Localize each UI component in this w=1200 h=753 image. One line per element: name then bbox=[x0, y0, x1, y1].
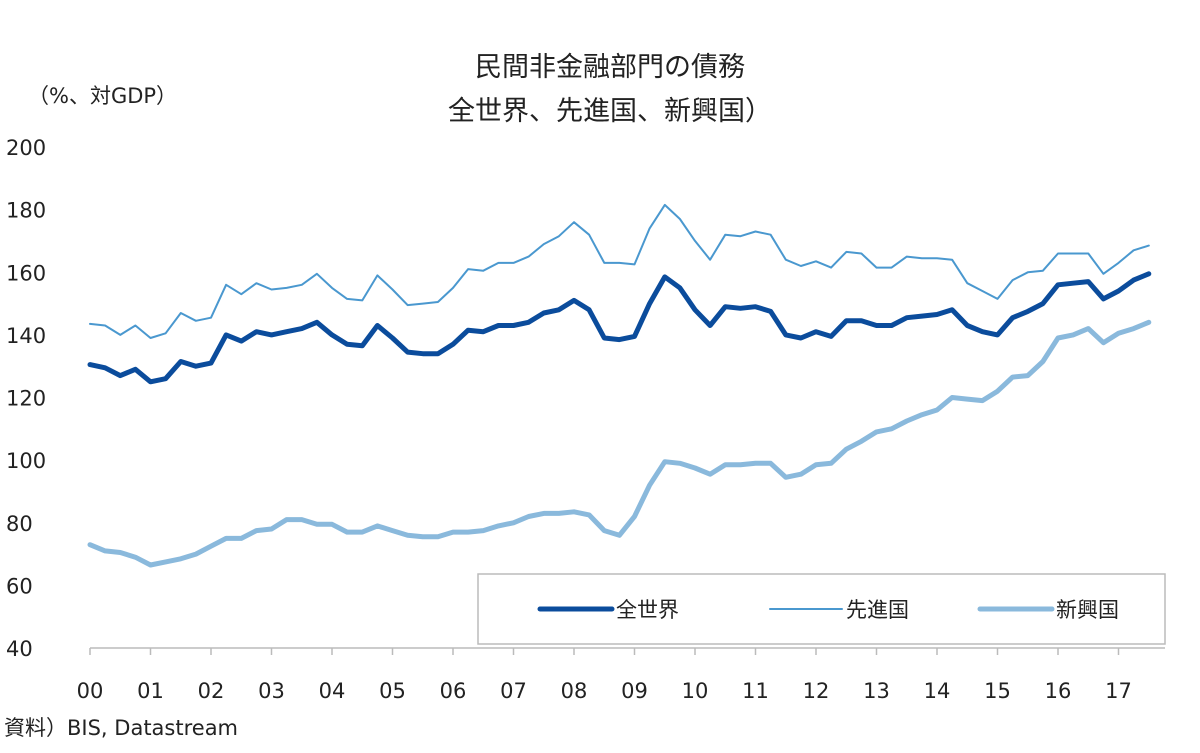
x-tick-label: 03 bbox=[258, 679, 285, 703]
x-tick-label: 01 bbox=[137, 679, 164, 703]
x-tick-label: 17 bbox=[1105, 679, 1132, 703]
x-tick-label: 16 bbox=[1045, 679, 1072, 703]
x-tick-label: 06 bbox=[440, 679, 467, 703]
x-tick-label: 14 bbox=[924, 679, 951, 703]
x-tick-label: 05 bbox=[379, 679, 406, 703]
y-tick-label: 60 bbox=[6, 574, 33, 598]
x-tick-label: 15 bbox=[984, 679, 1011, 703]
series-line bbox=[89, 203, 1150, 339]
y-tick-label: 160 bbox=[6, 261, 46, 285]
y-tick-label: 40 bbox=[6, 637, 33, 661]
y-tick-label: 180 bbox=[6, 199, 46, 223]
chart-subtitle: 全世界、先進国、新興国） bbox=[448, 96, 772, 127]
x-tick-label: 00 bbox=[77, 679, 104, 703]
legend-label: 全世界 bbox=[616, 598, 679, 622]
x-tick-label: 02 bbox=[198, 679, 225, 703]
x-tick-label: 13 bbox=[863, 679, 890, 703]
x-tick-label: 04 bbox=[319, 679, 346, 703]
x-tick-label: 12 bbox=[803, 679, 830, 703]
legend-label: 新興国 bbox=[1056, 598, 1119, 622]
y-axis-label: （%、対GDP） bbox=[28, 84, 178, 108]
y-tick-label: 120 bbox=[6, 387, 46, 411]
source-note: 資料）BIS, Datastream bbox=[4, 716, 239, 740]
y-tick-label: 100 bbox=[6, 449, 46, 473]
x-tick-label: 07 bbox=[500, 679, 527, 703]
x-tick-label: 11 bbox=[742, 679, 769, 703]
chart-title: 民間非金融部門の債務 bbox=[475, 52, 745, 83]
series-line bbox=[87, 319, 1152, 568]
x-tick-label: 10 bbox=[682, 679, 709, 703]
series-line bbox=[87, 271, 1152, 385]
y-tick-label: 200 bbox=[6, 136, 46, 160]
x-tick-label: 09 bbox=[621, 679, 648, 703]
y-tick-label: 140 bbox=[6, 324, 46, 348]
legend-label: 先進国 bbox=[846, 598, 909, 622]
y-tick-label: 80 bbox=[6, 512, 33, 536]
x-tick-label: 08 bbox=[561, 679, 588, 703]
